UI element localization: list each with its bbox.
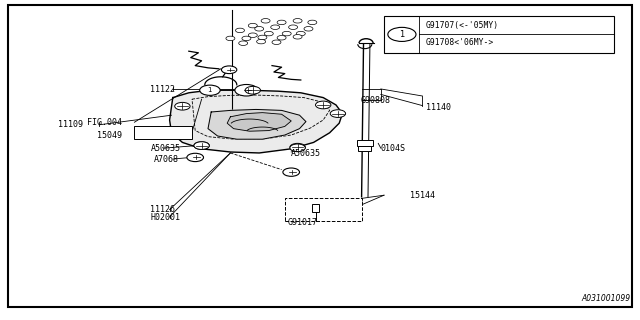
Text: G91017: G91017 — [288, 218, 318, 227]
Text: 15049: 15049 — [97, 131, 122, 140]
Circle shape — [282, 31, 291, 36]
Bar — [384, 16, 614, 53]
Polygon shape — [208, 109, 306, 139]
Polygon shape — [170, 90, 342, 153]
Text: G91707(<-'05MY): G91707(<-'05MY) — [426, 21, 499, 30]
Bar — [134, 126, 192, 139]
Circle shape — [239, 41, 248, 45]
Text: 15144: 15144 — [410, 191, 435, 200]
Text: 1: 1 — [399, 30, 404, 39]
Circle shape — [200, 85, 220, 95]
Circle shape — [226, 36, 235, 41]
Circle shape — [289, 25, 298, 29]
Circle shape — [293, 35, 302, 39]
Circle shape — [293, 19, 302, 23]
Circle shape — [194, 142, 209, 149]
Circle shape — [304, 27, 313, 31]
Circle shape — [271, 25, 280, 29]
Polygon shape — [227, 113, 291, 131]
Circle shape — [296, 31, 305, 36]
Circle shape — [261, 19, 270, 23]
Circle shape — [277, 36, 286, 40]
Circle shape — [248, 33, 257, 37]
Text: 11122: 11122 — [150, 85, 175, 94]
Text: G91708<'06MY->: G91708<'06MY-> — [426, 38, 494, 47]
Circle shape — [316, 101, 331, 109]
Circle shape — [330, 110, 346, 117]
Circle shape — [242, 36, 251, 41]
Circle shape — [290, 143, 305, 151]
Text: 11126: 11126 — [150, 205, 175, 214]
Circle shape — [272, 40, 281, 44]
Text: 0104S: 0104S — [381, 144, 406, 153]
Text: 11109: 11109 — [58, 120, 83, 129]
Circle shape — [245, 86, 260, 94]
Bar — [358, 146, 371, 151]
Circle shape — [388, 28, 416, 42]
Text: A7068: A7068 — [154, 156, 179, 164]
Text: G90808: G90808 — [360, 96, 390, 105]
Circle shape — [258, 35, 267, 40]
Text: 1: 1 — [207, 87, 212, 93]
Circle shape — [235, 84, 258, 96]
Text: A031001099: A031001099 — [581, 294, 630, 303]
Bar — [285, 198, 362, 221]
Circle shape — [248, 23, 257, 28]
Text: H02001: H02001 — [150, 213, 180, 222]
Circle shape — [194, 142, 209, 149]
Circle shape — [255, 27, 264, 31]
Circle shape — [187, 153, 204, 162]
Circle shape — [264, 31, 273, 36]
Circle shape — [277, 20, 286, 25]
Circle shape — [175, 102, 190, 110]
Circle shape — [236, 28, 244, 33]
Circle shape — [283, 168, 300, 176]
Text: A50635: A50635 — [291, 149, 321, 158]
Circle shape — [257, 39, 266, 44]
Bar — [312, 204, 319, 212]
Bar — [357, 140, 373, 146]
Text: A50635: A50635 — [150, 144, 180, 153]
Text: FIG.004: FIG.004 — [86, 118, 122, 127]
Circle shape — [308, 20, 317, 25]
Circle shape — [290, 144, 305, 152]
Circle shape — [221, 66, 237, 74]
Text: 11140: 11140 — [426, 103, 451, 112]
